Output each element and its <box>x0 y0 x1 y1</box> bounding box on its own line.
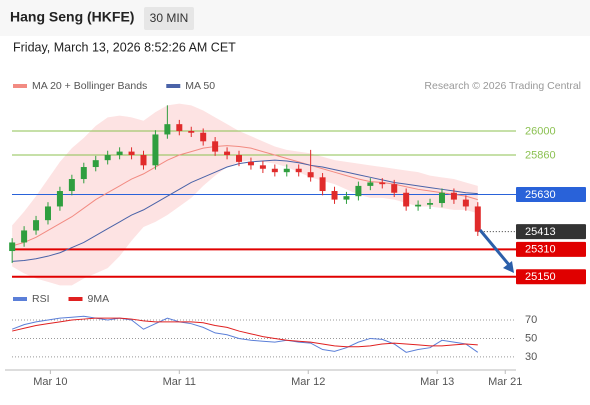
candle-body <box>104 155 111 161</box>
candle-body <box>176 124 183 132</box>
candle-body <box>236 155 243 162</box>
legend-swatch <box>166 84 181 88</box>
y-tick-label: 50 <box>525 332 537 344</box>
candle-body <box>271 168 278 173</box>
title: Hang Seng (HKFE) <box>10 9 134 25</box>
credit: Research © 2026 Trading Central <box>424 80 581 92</box>
candle-body <box>391 184 398 193</box>
candle-body <box>33 220 40 231</box>
x-tick-label: Mar 21 <box>488 376 522 388</box>
rsi-line <box>11 315 479 353</box>
x-tick-label: Mar 11 <box>163 376 196 388</box>
candle-body <box>331 191 338 200</box>
x-tick-label: Mar 13 <box>420 376 454 388</box>
candle-body <box>56 191 63 207</box>
level-box <box>516 241 586 257</box>
candle-body <box>450 192 457 200</box>
level-label: 25150 <box>525 271 556 283</box>
level-label: 26000 <box>525 125 556 137</box>
legend-label: MA 50 <box>185 80 215 92</box>
x-tick-label: Mar 10 <box>33 376 67 388</box>
candle-body <box>427 203 434 205</box>
candle-body <box>21 230 28 243</box>
candle-body <box>92 160 99 168</box>
candle-body <box>438 192 445 204</box>
candle-body <box>116 151 123 156</box>
candle-body <box>367 182 374 186</box>
level-box <box>516 224 586 240</box>
moving-average <box>12 145 478 247</box>
candle-body <box>128 151 135 156</box>
candle-body <box>152 134 159 166</box>
bollinger-band <box>12 103 478 286</box>
y-tick-label: 30 <box>525 351 537 363</box>
candle-body <box>319 177 326 192</box>
level-label: 25310 <box>525 244 556 256</box>
forecast-arrow <box>478 229 512 267</box>
candle-body <box>44 206 51 221</box>
candle-body <box>212 141 219 152</box>
level-box <box>516 186 586 202</box>
level-box <box>516 269 586 285</box>
candle-body <box>462 199 469 207</box>
legend-label: RSI <box>32 293 50 305</box>
interval-badge[interactable] <box>144 7 194 30</box>
candle-body <box>403 192 410 207</box>
candle-body <box>188 131 195 133</box>
legend-swatch <box>13 84 27 88</box>
rsi-line <box>12 317 478 348</box>
legend-label: MA 20 + Bollinger Bands <box>32 80 147 92</box>
arrow-head <box>503 261 514 273</box>
candle-body <box>415 204 422 207</box>
candle-body <box>80 167 87 180</box>
interval: 30 MIN <box>150 11 189 25</box>
y-tick-label: 70 <box>525 314 537 326</box>
candle-body <box>68 179 75 192</box>
candle-body <box>307 172 314 178</box>
level-label: 25413 <box>525 226 556 238</box>
legend-swatch <box>68 297 83 301</box>
moving-average <box>12 159 478 262</box>
legend-swatch <box>13 297 27 301</box>
candle-body <box>474 206 481 232</box>
candle-body <box>247 161 254 166</box>
candle-body <box>283 168 290 173</box>
level-label: 25630 <box>525 189 556 201</box>
candle-body <box>140 155 147 166</box>
candle-body <box>343 196 350 200</box>
candle-body <box>259 165 266 169</box>
header-bar <box>0 0 590 36</box>
datetime: Friday, March 13, 2026 8:52:26 AM CET <box>13 40 236 54</box>
x-tick-label: Mar 12 <box>291 376 325 388</box>
candle-body <box>200 132 207 142</box>
legend-label: 9MA <box>88 293 110 305</box>
candle-body <box>9 242 16 252</box>
candle-body <box>355 185 362 197</box>
candle-body <box>295 168 302 173</box>
candle-body <box>379 182 386 185</box>
level-label: 25860 <box>525 149 556 161</box>
candle-body <box>224 151 231 156</box>
candle-body <box>164 124 171 135</box>
